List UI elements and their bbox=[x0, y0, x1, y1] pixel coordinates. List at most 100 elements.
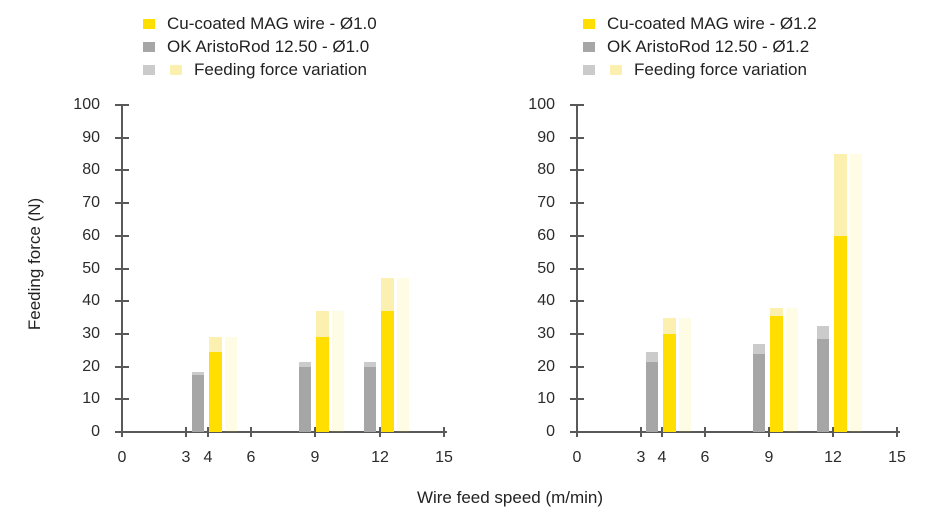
y-tick bbox=[115, 398, 129, 400]
x-tick bbox=[768, 427, 770, 437]
y-tick bbox=[115, 366, 129, 368]
y-tick bbox=[570, 235, 584, 237]
y-tick-label: 30 bbox=[537, 325, 555, 342]
y-tick-label: 80 bbox=[82, 161, 100, 178]
y-tick-label: 0 bbox=[546, 423, 555, 440]
y-tick-label: 70 bbox=[82, 194, 100, 211]
bar-solid-gray bbox=[817, 339, 829, 432]
x-tick-label: 9 bbox=[310, 449, 320, 466]
x-tick-label: 12 bbox=[371, 449, 389, 466]
x-tick bbox=[207, 427, 209, 437]
x-tick bbox=[576, 427, 578, 437]
legend-swatch-lightyellow bbox=[170, 65, 182, 75]
bar-variation-yellow bbox=[316, 311, 329, 337]
x-tick bbox=[250, 427, 252, 437]
legend-swatch-gray bbox=[143, 42, 155, 52]
x-tick-label: 3 bbox=[181, 449, 191, 466]
bar-solid-gray bbox=[753, 354, 765, 432]
y-tick bbox=[570, 268, 584, 270]
legend-swatch-lightgray bbox=[143, 65, 155, 75]
y-tick bbox=[570, 366, 584, 368]
legend-label: OK AristoRod 12.50 - Ø1.2 bbox=[607, 37, 810, 56]
y-tick bbox=[115, 300, 129, 302]
bar-variation-yellow bbox=[770, 308, 783, 316]
y-tick-label: 10 bbox=[537, 390, 555, 407]
legend-swatch-yellow bbox=[143, 19, 155, 29]
bar-variation-yellow bbox=[209, 337, 222, 352]
y-tick-label: 40 bbox=[82, 292, 100, 309]
y-tick-label: 30 bbox=[82, 325, 100, 342]
y-tick-label: 20 bbox=[82, 358, 100, 375]
y-tick-label: 90 bbox=[537, 129, 555, 146]
y-tick-label: 70 bbox=[537, 194, 555, 211]
bar-variation-yellow bbox=[834, 154, 847, 236]
bar-solid-gray bbox=[646, 362, 658, 432]
y-tick bbox=[570, 169, 584, 171]
x-tick-label: 4 bbox=[657, 449, 667, 466]
x-tick-label: 6 bbox=[246, 449, 256, 466]
bar-variation-gray bbox=[192, 372, 204, 375]
x-tick-label: 0 bbox=[572, 449, 582, 466]
x-tick bbox=[704, 427, 706, 437]
bar-variation-yellow bbox=[663, 318, 676, 334]
x-tick bbox=[185, 427, 187, 437]
x-tick-label: 15 bbox=[435, 449, 453, 466]
bar-variation-gray bbox=[364, 362, 376, 367]
y-tick bbox=[115, 333, 129, 335]
x-axis-title: Wire feed speed (m/min) bbox=[416, 488, 604, 507]
bar-solid-yellow bbox=[770, 316, 783, 432]
x-axis-line bbox=[121, 431, 447, 433]
y-tick bbox=[115, 169, 129, 171]
y-tick-label: 40 bbox=[537, 292, 555, 309]
y-tick-label: 0 bbox=[91, 423, 100, 440]
legend-label: Feeding force variation bbox=[194, 60, 367, 79]
y-tick bbox=[570, 333, 584, 335]
bar-variation-gray bbox=[646, 352, 658, 362]
y-tick-label: 50 bbox=[537, 260, 555, 277]
y-tick-label: 90 bbox=[82, 129, 100, 146]
bar-variation-gray bbox=[299, 362, 311, 367]
bar-solid-yellow bbox=[209, 352, 222, 432]
y-tick bbox=[570, 104, 584, 106]
legend-swatch-lightyellow bbox=[610, 65, 622, 75]
y-tick bbox=[570, 398, 584, 400]
x-tick-label: 3 bbox=[636, 449, 646, 466]
y-tick-label: 100 bbox=[528, 96, 555, 113]
x-tick bbox=[832, 427, 834, 437]
bar-ghost bbox=[679, 318, 691, 432]
x-tick-label: 9 bbox=[764, 449, 774, 466]
y-tick-label: 20 bbox=[537, 358, 555, 375]
bar-variation-gray bbox=[753, 344, 765, 354]
y-tick bbox=[115, 202, 129, 204]
legend-swatch-yellow bbox=[583, 19, 595, 29]
x-tick bbox=[314, 427, 316, 437]
y-tick-label: 100 bbox=[73, 96, 100, 113]
bar-solid-yellow bbox=[381, 311, 394, 432]
x-tick-label: 12 bbox=[824, 449, 842, 466]
y-tick bbox=[570, 300, 584, 302]
bar-solid-yellow bbox=[834, 236, 847, 432]
x-tick bbox=[443, 427, 445, 437]
legend-label: OK AristoRod 12.50 - Ø1.0 bbox=[167, 37, 370, 56]
y-tick-label: 80 bbox=[537, 161, 555, 178]
bar-variation-yellow bbox=[381, 278, 394, 311]
legend-swatch-lightgray bbox=[583, 65, 595, 75]
bar-solid-yellow bbox=[663, 334, 676, 432]
y-tick bbox=[570, 202, 584, 204]
bar-ghost bbox=[397, 278, 409, 432]
x-tick-label: 15 bbox=[888, 449, 906, 466]
x-tick-label: 6 bbox=[700, 449, 710, 466]
bar-solid-gray bbox=[299, 367, 311, 432]
bar-ghost bbox=[225, 337, 237, 432]
x-tick bbox=[121, 427, 123, 437]
x-tick-label: 4 bbox=[203, 449, 213, 466]
y-tick-label: 60 bbox=[537, 227, 555, 244]
bar-solid-yellow bbox=[316, 337, 329, 432]
legend-label: Cu-coated MAG wire - Ø1.2 bbox=[607, 14, 817, 33]
legend-label: Cu-coated MAG wire - Ø1.0 bbox=[167, 14, 377, 33]
legend-label: Feeding force variation bbox=[634, 60, 807, 79]
bar-ghost bbox=[332, 311, 344, 432]
bar-ghost bbox=[850, 154, 862, 432]
